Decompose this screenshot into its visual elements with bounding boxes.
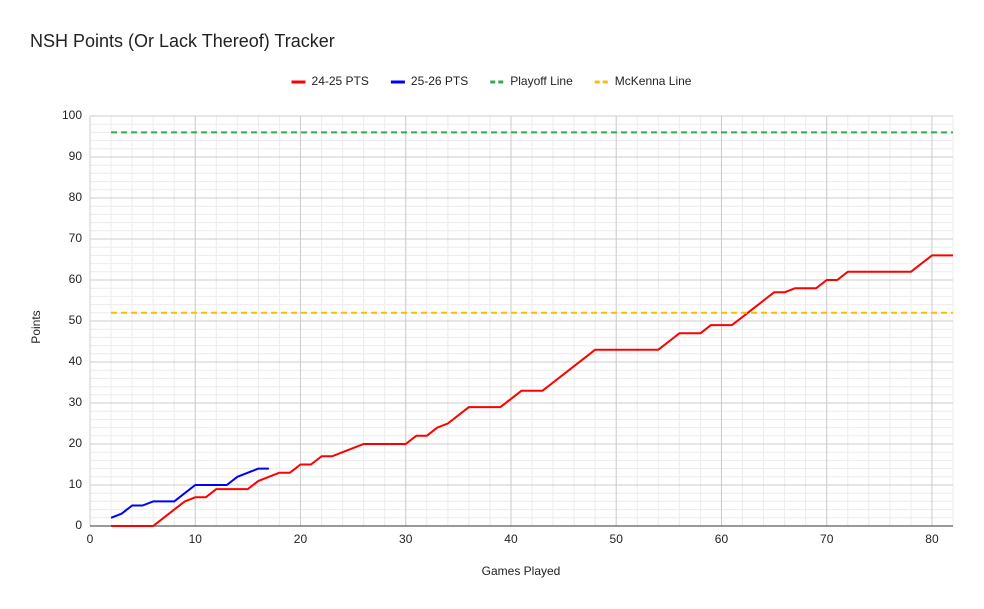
- y-tick-label: 80: [69, 190, 83, 204]
- x-axis-label: Games Played: [482, 564, 561, 578]
- legend-label: 25-26 PTS: [411, 74, 468, 88]
- y-tick-label: 30: [69, 395, 83, 409]
- x-tick-label: 60: [715, 532, 729, 546]
- legend: 24-25 PTS 25-26 PTS Playoff Line McKenna Li…: [291, 74, 692, 88]
- x-tick-label: 10: [189, 532, 203, 546]
- x-tick-label: 80: [925, 532, 939, 546]
- y-tick-label: 60: [69, 272, 83, 286]
- chart-title: NSH Points (Or Lack Thereof) Tracker: [30, 31, 335, 51]
- legend-label: 24-25 PTS: [312, 74, 369, 88]
- x-tick-label: 50: [610, 532, 624, 546]
- data-line: [110, 467, 269, 519]
- y-tick-label: 40: [69, 354, 83, 368]
- legend-label: Playoff Line: [510, 74, 573, 88]
- x-tick-label: 30: [399, 532, 413, 546]
- y-tick-label: 0: [75, 518, 82, 532]
- x-tick-label: 40: [504, 532, 518, 546]
- legend-label: McKenna Line: [615, 74, 692, 88]
- y-tick-label: 20: [69, 436, 83, 450]
- y-tick-label: 100: [62, 108, 82, 122]
- y-axis-label: Points: [29, 310, 43, 343]
- y-tick-label: 10: [69, 477, 83, 491]
- y-tick-label: 90: [69, 149, 83, 163]
- y-tick-label: 50: [69, 313, 83, 327]
- x-tick-label: 0: [87, 532, 94, 546]
- x-tick-label: 20: [294, 532, 308, 546]
- x-tick-label: 70: [820, 532, 834, 546]
- data-line: [111, 254, 953, 527]
- y-tick-label: 70: [69, 231, 83, 245]
